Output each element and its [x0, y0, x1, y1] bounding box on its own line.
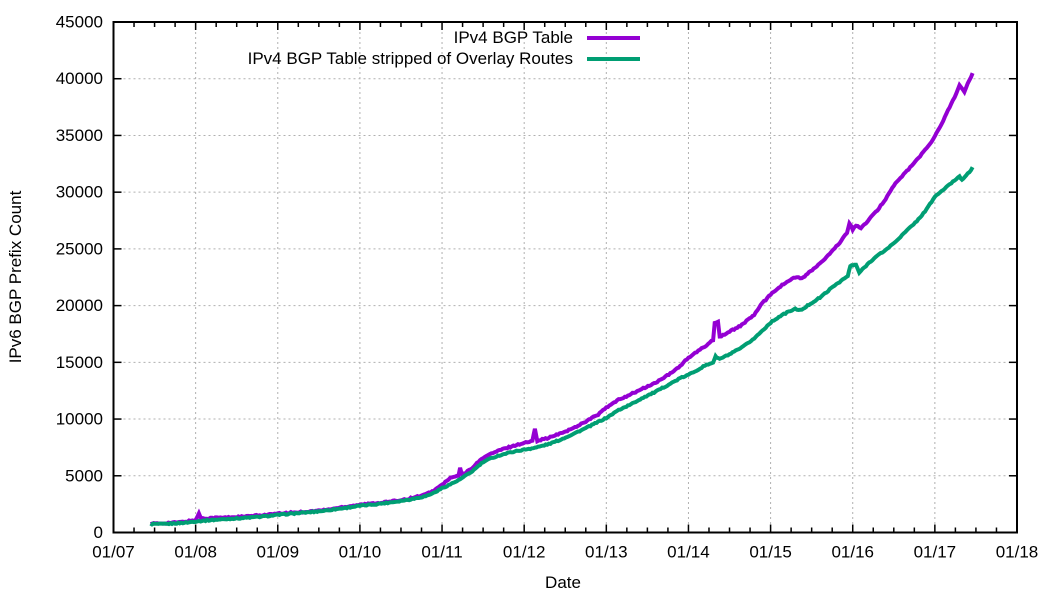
- svg-text:01/18: 01/18: [996, 543, 1039, 562]
- svg-text:01/14: 01/14: [667, 543, 710, 562]
- y-axis-title: IPv6 BGP Prefix Count: [6, 190, 25, 364]
- x-axis-title: Date: [545, 573, 581, 592]
- svg-text:40000: 40000: [56, 69, 103, 88]
- svg-text:01/17: 01/17: [914, 543, 957, 562]
- svg-text:25000: 25000: [56, 239, 103, 258]
- svg-text:01/11: 01/11: [421, 543, 462, 562]
- legend-label: IPv4 BGP Table stripped of Overlay Route…: [247, 48, 573, 68]
- svg-text:01/15: 01/15: [749, 543, 792, 562]
- svg-text:01/08: 01/08: [174, 543, 217, 562]
- svg-text:0: 0: [94, 523, 103, 542]
- svg-text:20000: 20000: [56, 296, 103, 315]
- svg-text:30000: 30000: [56, 183, 103, 202]
- legend-item-ipv4-bgp-table: IPv4 BGP Table: [454, 27, 640, 48]
- svg-text:45000: 45000: [56, 13, 103, 32]
- svg-text:01/13: 01/13: [585, 543, 628, 562]
- svg-text:01/16: 01/16: [831, 543, 874, 562]
- legend-line-sample: [587, 35, 640, 40]
- legend-line-sample: [587, 56, 640, 61]
- svg-text:35000: 35000: [56, 126, 103, 145]
- svg-text:01/07: 01/07: [92, 543, 135, 562]
- svg-text:01/12: 01/12: [503, 543, 546, 562]
- svg-text:01/10: 01/10: [339, 543, 382, 562]
- svg-text:15000: 15000: [56, 353, 103, 372]
- legend: IPv4 BGP Table IPv4 BGP Table stripped o…: [0, 27, 640, 69]
- svg-text:01/09: 01/09: [256, 543, 299, 562]
- svg-text:10000: 10000: [56, 410, 103, 429]
- svg-text:5000: 5000: [65, 466, 103, 485]
- legend-label: IPv4 BGP Table: [453, 27, 573, 47]
- legend-item-stripped-overlay: IPv4 BGP Table stripped of Overlay Route…: [248, 48, 640, 69]
